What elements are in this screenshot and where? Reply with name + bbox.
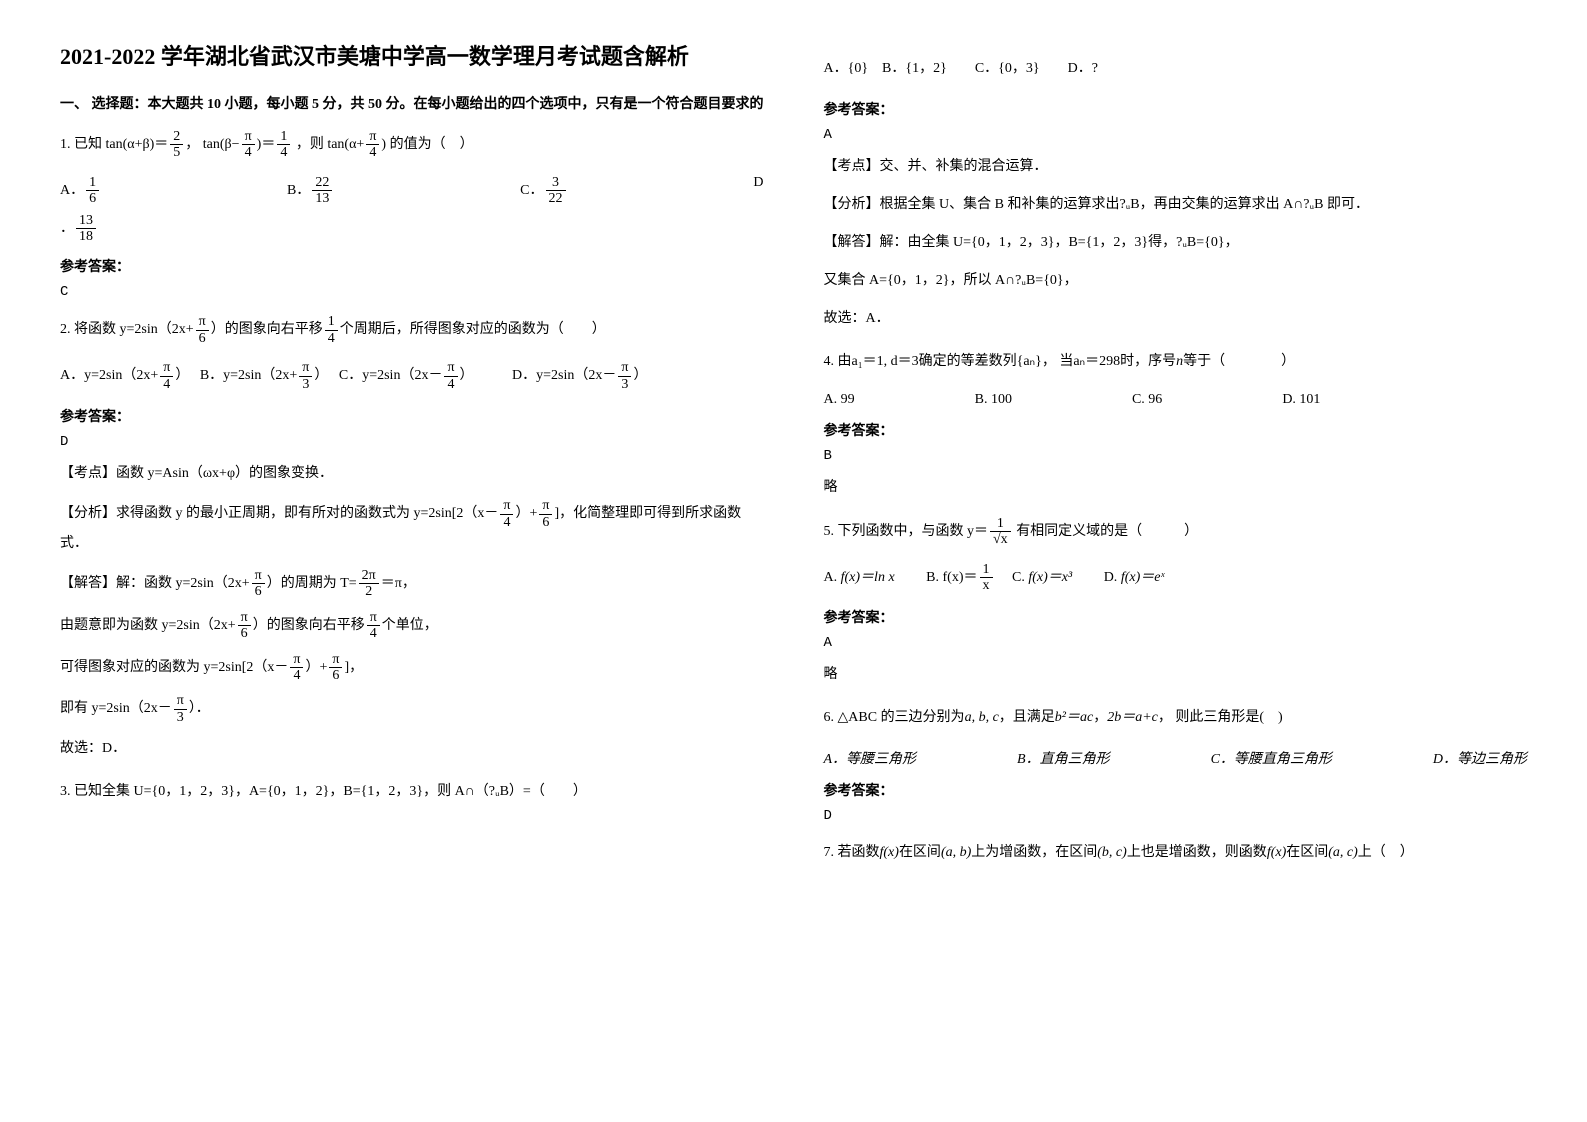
q6-opt-c: C．等腰直角三角形 (1211, 752, 1332, 767)
q3-answer: A (824, 127, 1528, 143)
q3-options: A．{0} B．{1，2} C．{0，3} D．? (824, 54, 1528, 85)
q2-analysis: 【分析】求得函数 y 的最小正周期，即有所对的函数式为 y=2sin[2（x－π… (60, 498, 764, 558)
q1-frac4: π4 (366, 129, 379, 161)
q4-opt-a: A. 99 (824, 392, 855, 408)
q1-opt-c: C．322 (520, 175, 567, 207)
q3-answer-label: 参考答案： (824, 99, 1528, 119)
q6-options: A．等腰三角形 B．直角三角形 C．等腰直角三角形 D．等边三角形 (824, 748, 1528, 768)
q6-opt-a: A．等腰三角形 (824, 752, 917, 767)
question-7: 7. 若函数f(x)在区间(a, b)上为增函数，在区间(b, c)上也是增函数… (824, 838, 1528, 869)
q1-expr1: tan(α+β) (106, 137, 155, 152)
q1-frac1: 25 (170, 129, 183, 161)
section-1-heading: 一、 选择题：本大题共 10 小题，每小题 5 分，共 50 分。在每小题给出的… (60, 93, 764, 113)
q4-answer: B (824, 448, 1528, 464)
question-4: 4. 由a₁＝1, d＝3确定的等差数列{aₙ}， 当aₙ＝298时，序号n等于… (824, 347, 1528, 378)
q1-opt-d: ．1318 (60, 213, 764, 245)
question-5: 5. 下列函数中，与函数 y＝1√x 有相同定义域的是（ ） (824, 516, 1528, 548)
q5-note: 略 (824, 661, 1528, 689)
q2-answer: D (60, 434, 764, 450)
q1-opt-a: A．16 (60, 175, 101, 207)
q4-opt-b: B. 100 (975, 392, 1012, 408)
q1-answer-label: 参考答案： (60, 256, 764, 276)
q1-opt-b: B．2213 (287, 175, 334, 207)
q2-solve-5: 故选：D． (60, 735, 764, 763)
q3-analysis: 【分析】根据全集 U、集合 B 和补集的运算求出?ᵤB，再由交集的运算求出 A∩… (824, 191, 1528, 219)
q5-options: A. f(x)＝ln x B. f(x)＝1x C. f(x)＝x³ D. f(… (824, 562, 1528, 594)
q4-options: A. 99 B. 100 C. 96 D. 101 (824, 392, 1528, 408)
q6-answer: D (824, 808, 1528, 824)
q3-solve-a: 【解答】解：由全集 U={0，1，2，3}，B={1，2，3}得，?ᵤB={0}… (824, 229, 1528, 257)
question-2: 2. 将函数 y=2sin（2x+π6）的图象向右平移14个周期后，所得图象对应… (60, 314, 764, 346)
q6-opt-b: B．直角三角形 (1017, 752, 1110, 767)
q2-options: A．y=2sin（2x+π4） B．y=2sin（2x+π3） C．y=2sin… (60, 360, 764, 392)
left-column: 2021-2022 学年湖北省武汉市美塘中学高一数学理月考试题含解析 一、 选择… (60, 40, 764, 883)
q1-options: A．16 B．2213 C．322 D (60, 175, 764, 207)
q5-answer-label: 参考答案： (824, 607, 1528, 627)
q1-opt-d-marker: D (753, 175, 763, 207)
q6-answer-label: 参考答案： (824, 780, 1528, 800)
q1-prefix: 1. 已知 (60, 137, 102, 152)
q4-opt-c: C. 96 (1132, 392, 1162, 408)
question-3: 3. 已知全集 U={0，1，2，3}，A={0，1，2}，B={1，2，3}，… (60, 777, 764, 808)
q2-solve-4: 即有 y=2sin（2x－π3）． (60, 693, 764, 725)
question-6: 6. △ABC 的三边分别为a, b, c，且满足b²＝ac，2b＝a+c， 则… (824, 703, 1528, 734)
q4-answer-label: 参考答案： (824, 420, 1528, 440)
q5-answer: A (824, 635, 1528, 651)
q3-solve-c: 故选：A． (824, 305, 1528, 333)
q1-answer: C (60, 284, 764, 300)
q6-opt-d: D．等边三角形 (1433, 752, 1527, 767)
q4-opt-d: D. 101 (1282, 392, 1320, 408)
q3-point: 【考点】交、并、补集的混合运算． (824, 153, 1528, 181)
question-1: 1. 已知 tan(α+β)＝25， tan(β−π4)＝14 ，则 tan(α… (60, 129, 764, 161)
q2-solve-2: 由题意即为函数 y=2sin（2x+π6）的图象向右平移π4个单位， (60, 610, 764, 642)
right-column: A．{0} B．{1，2} C．{0，3} D．? 参考答案： A 【考点】交、… (824, 40, 1528, 883)
q1-frac2: π4 (242, 129, 255, 161)
q2-answer-label: 参考答案： (60, 406, 764, 426)
q2-solve-3: 可得图象对应的函数为 y=2sin[2（x－π4）+π6]， (60, 652, 764, 684)
q1-frac3: 14 (277, 129, 290, 161)
q1-expr2a: tan(β− (203, 137, 240, 152)
page-root: 2021-2022 学年湖北省武汉市美塘中学高一数学理月考试题含解析 一、 选择… (60, 40, 1527, 883)
q4-note: 略 (824, 474, 1528, 502)
q3-solve-b: 又集合 A={0，1，2}，所以 A∩?ᵤB={0}， (824, 267, 1528, 295)
q2-solve-1: 【解答】解：函数 y=2sin（2x+π6）的周期为 T=2π2＝π， (60, 568, 764, 600)
q2-point: 【考点】函数 y=Asin（ωx+φ）的图象变换． (60, 460, 764, 488)
doc-title: 2021-2022 学年湖北省武汉市美塘中学高一数学理月考试题含解析 (60, 40, 764, 73)
